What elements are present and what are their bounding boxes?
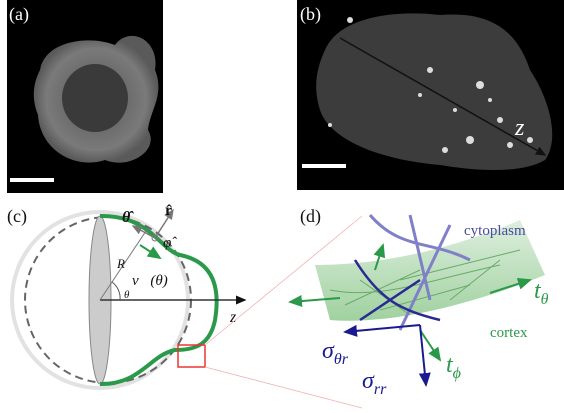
scale-bar [10, 178, 54, 182]
sigma-theta-r-label: σθr [322, 338, 349, 368]
velocity-arrow [140, 245, 160, 258]
subscript: rr [374, 381, 387, 398]
subscript: ϕ [453, 365, 461, 382]
velocity-label: v⃗(θ) [132, 273, 168, 289]
nucleus [62, 64, 128, 132]
t-phi-label: tϕ [446, 352, 461, 382]
panel-label: (c) [7, 206, 27, 227]
axis-label: z [229, 309, 237, 326]
panel-c: (c) θ̂ r̂ φ̂ R v⃗(θ) θ z [7, 202, 362, 408]
t-theta-label: tθ [534, 278, 549, 308]
phi-hat: φ̂ [163, 235, 177, 251]
angle-arc [112, 282, 120, 300]
cytoplasm-label: cytoplasm [464, 223, 526, 239]
subscript: θr [334, 351, 349, 368]
radius-label: R [116, 256, 125, 271]
cortex-label: cortex [490, 325, 528, 341]
panel-label: (d) [300, 206, 321, 227]
figure: (a) z (b) (c) θ̂ r̂ φ̂ R v⃗(θ) θ z (d) [0, 0, 564, 413]
scale-bar [302, 164, 346, 168]
panel-label: (a) [9, 4, 29, 25]
angle-label: θ [124, 289, 130, 301]
zoom-line [205, 367, 362, 408]
axis-label: z [514, 115, 525, 141]
r-hat: r̂ [165, 202, 172, 219]
panel-d: (d) cytoplasm cortex tθ tϕ σθr σrr [290, 206, 549, 398]
panel-label: (b) [300, 4, 321, 25]
sigma-rr-label: σrr [362, 368, 387, 398]
panel-a: (a) [7, 0, 163, 193]
panel-b: z (b) [297, 0, 564, 190]
sigma-theta-r-arrow [345, 325, 420, 332]
subscript: θ [541, 291, 549, 308]
